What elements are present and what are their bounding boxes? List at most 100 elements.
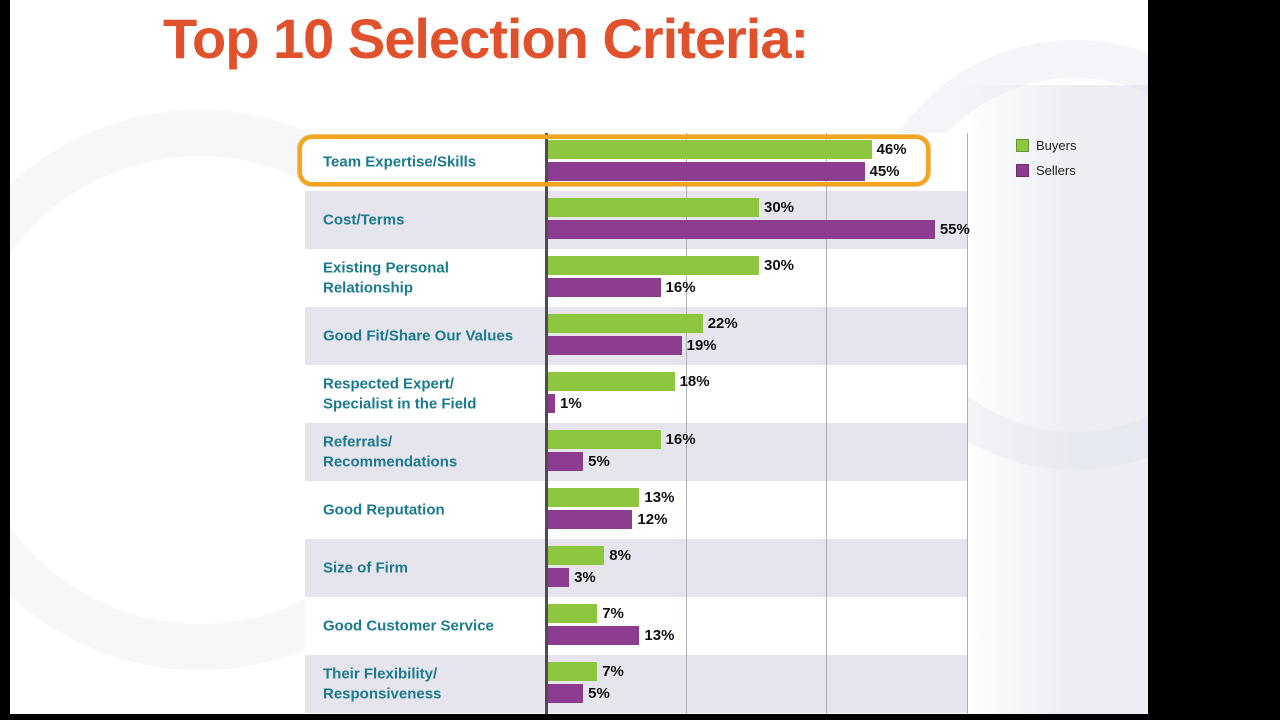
legend: Buyers Sellers: [1016, 138, 1076, 188]
sellers-bar: [548, 394, 556, 413]
sellers-bar: [548, 220, 935, 239]
buyers-bar: [548, 140, 872, 159]
value-label: 12%: [637, 511, 668, 528]
category-label: Referrals/ Recommendations: [323, 433, 458, 471]
chart-row: Good Customer Service 7% 13%: [305, 597, 967, 655]
buyers-bar: [548, 488, 640, 507]
value-label: 16%: [665, 279, 696, 296]
chart-row: Cost/Terms 30% 55%: [305, 191, 970, 249]
bar-row: 5%: [548, 452, 696, 471]
sellers-bar: [548, 278, 661, 297]
bar-row: 19%: [548, 336, 738, 355]
sellers-bar: [548, 336, 682, 355]
sellers-bar: [548, 684, 584, 703]
bar-row: 30%: [548, 198, 970, 217]
bar-row: 16%: [548, 278, 794, 297]
bar-row: 7%: [548, 662, 624, 681]
buyers-bar: [548, 256, 759, 275]
bar-group: 46% 45%: [548, 140, 907, 184]
category-label: Their Flexibility/ Responsiveness: [323, 665, 442, 703]
category-label: Good Reputation: [323, 501, 445, 519]
value-label: 55%: [939, 221, 970, 238]
bar-row: 13%: [548, 626, 674, 645]
bar-group: 22% 19%: [548, 314, 738, 358]
chart-row: Existing Personal Relationship 30% 16%: [305, 249, 967, 307]
bar-chart: Team Expertise/Skills 46% 45% Cost/Terms 30%…: [298, 133, 970, 714]
axis-line: [545, 133, 548, 714]
legend-label: Sellers: [1036, 163, 1076, 178]
bar-group: 7% 13%: [548, 604, 674, 648]
value-label: 30%: [764, 199, 795, 216]
value-label: 8%: [609, 547, 631, 564]
bar-row: 13%: [548, 488, 674, 507]
bar-row: 7%: [548, 604, 674, 623]
chart-rows: Team Expertise/Skills 46% 45% Cost/Terms 30%…: [305, 133, 970, 713]
sellers-bar: [548, 162, 865, 181]
bar-group: 30% 55%: [548, 198, 970, 242]
value-label: 7%: [602, 605, 624, 622]
value-label: 3%: [574, 569, 596, 586]
buyers-bar: [548, 372, 675, 391]
chart-row: Size of Firm 8% 3%: [305, 539, 967, 597]
buyers-bar: [548, 662, 598, 681]
bar-row: 55%: [548, 220, 970, 239]
value-label: 13%: [644, 489, 675, 506]
bar-group: 30% 16%: [548, 256, 794, 300]
buyers-bar: [548, 430, 661, 449]
chart-row: Their Flexibility/ Responsiveness 7% 5%: [305, 655, 967, 713]
bar-row: 45%: [548, 162, 907, 181]
sellers-bar: [548, 510, 633, 529]
chart-row: Respected Expert/ Specialist in the Fiel…: [305, 365, 967, 423]
legend-item: Sellers: [1016, 163, 1076, 178]
legend-label: Buyers: [1036, 138, 1077, 153]
slide: Top 10 Selection Criteria: Team Expertis…: [10, 0, 1148, 714]
value-label: 7%: [602, 663, 624, 680]
category-label: Cost/Terms: [323, 211, 405, 229]
chart-row: Team Expertise/Skills 46% 45%: [305, 133, 967, 191]
chart-row: Referrals/ Recommendations 16% 5%: [305, 423, 967, 481]
bar-row: 1%: [548, 394, 710, 413]
category-label: Good Fit/Share Our Values: [323, 327, 514, 345]
value-label: 5%: [588, 453, 610, 470]
value-label: 22%: [707, 315, 738, 332]
sellers-bar: [548, 568, 570, 587]
value-label: 19%: [686, 337, 717, 354]
legend-item: Buyers: [1016, 138, 1076, 153]
category-label: Size of Firm: [323, 559, 409, 577]
value-label: 13%: [644, 627, 675, 644]
bar-row: 5%: [548, 684, 624, 703]
sellers-bar: [548, 626, 640, 645]
sellers-swatch: [1016, 164, 1029, 177]
bar-row: 8%: [548, 546, 631, 565]
bar-group: 18% 1%: [548, 372, 710, 416]
slide-title: Top 10 Selection Criteria:: [163, 7, 809, 70]
bar-row: 16%: [548, 430, 696, 449]
value-label: 45%: [869, 163, 900, 180]
bar-row: 22%: [548, 314, 738, 333]
value-label: 30%: [764, 257, 795, 274]
category-label: Good Customer Service: [323, 617, 494, 635]
sellers-bar: [548, 452, 584, 471]
value-label: 18%: [679, 373, 710, 390]
bar-group: 16% 5%: [548, 430, 696, 474]
buyers-bar: [548, 314, 703, 333]
bar-row: 46%: [548, 140, 907, 159]
bar-row: 12%: [548, 510, 674, 529]
chart-row: Good Fit/Share Our Values 22% 19%: [305, 307, 967, 365]
value-label: 46%: [876, 141, 907, 158]
bar-row: 18%: [548, 372, 710, 391]
buyers-swatch: [1016, 139, 1029, 152]
category-label: Team Expertise/Skills: [323, 153, 477, 171]
value-label: 16%: [665, 431, 696, 448]
bar-group: 13% 12%: [548, 488, 674, 532]
bar-group: 8% 3%: [548, 546, 631, 590]
category-label: Existing Personal Relationship: [323, 259, 449, 297]
buyers-bar: [548, 198, 759, 217]
category-label: Respected Expert/ Specialist in the Fiel…: [323, 375, 477, 413]
buyers-bar: [548, 546, 605, 565]
value-label: 1%: [560, 395, 582, 412]
bar-row: 30%: [548, 256, 794, 275]
buyers-bar: [548, 604, 598, 623]
chart-row: Good Reputation 13% 12%: [305, 481, 967, 539]
